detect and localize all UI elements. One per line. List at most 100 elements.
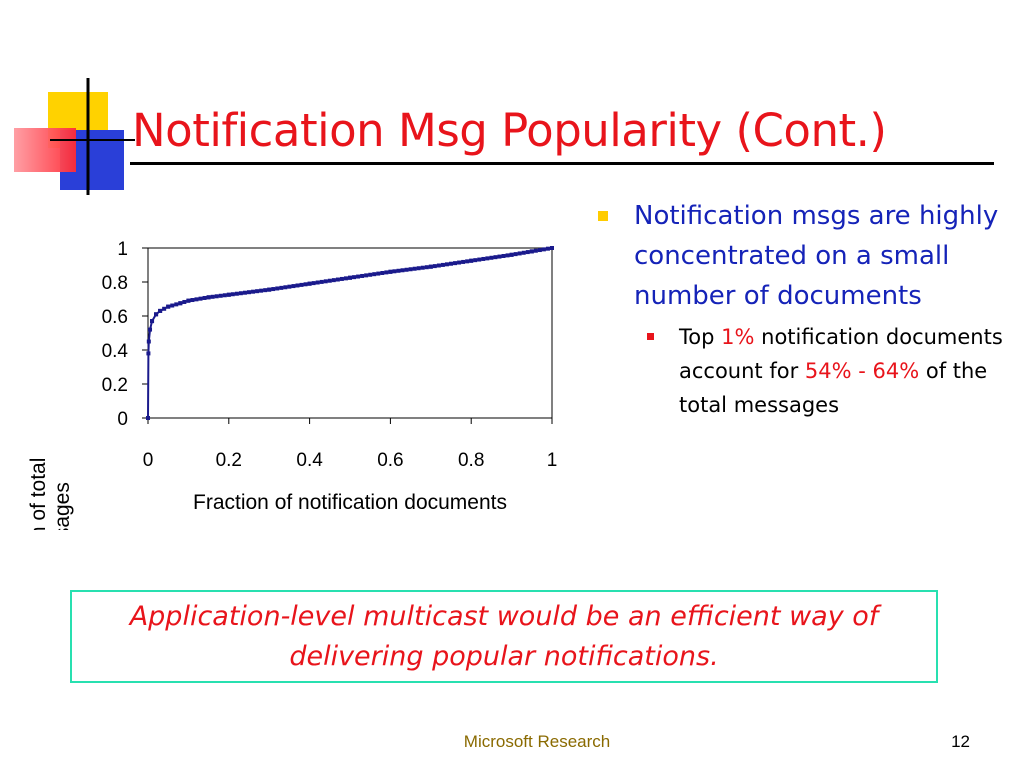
data-point	[461, 259, 466, 264]
data-point	[299, 282, 304, 287]
sub-bullet-text-3: of the total messages	[679, 359, 988, 417]
bullet-square-icon	[598, 211, 608, 221]
data-point	[214, 294, 219, 299]
data-point	[356, 274, 361, 279]
data-point	[162, 306, 167, 311]
x-tick-label: 0.8	[458, 450, 484, 471]
data-point	[307, 281, 312, 286]
bullet-main: Notification msgs are highly concentrate…	[596, 196, 1016, 316]
y-tick-label: 0	[117, 409, 128, 430]
title-decoration	[14, 78, 135, 195]
data-point	[388, 269, 393, 274]
data-point	[469, 258, 474, 263]
data-point	[311, 281, 316, 286]
x-tick-label: 0.2	[216, 450, 242, 471]
x-axis-label: Fraction of notification documents	[193, 491, 507, 514]
data-point	[238, 291, 243, 296]
cdf-chart: Fraction of total messages 0 0.2 0.4 0.6 0.8…	[27, 239, 557, 530]
data-point	[497, 254, 502, 259]
data-point	[368, 272, 373, 277]
data-point	[251, 289, 256, 294]
y-tick-label: 0.4	[102, 341, 129, 362]
data-point	[291, 284, 296, 289]
data-point	[186, 298, 191, 303]
data-point	[529, 249, 534, 254]
data-point	[408, 267, 413, 272]
data-point	[182, 299, 187, 304]
data-point	[521, 250, 526, 255]
data-point	[146, 351, 151, 356]
x-tick-label: 0.6	[377, 450, 403, 471]
data-point	[501, 253, 506, 258]
data-point	[384, 270, 389, 275]
footer-organization: Microsoft Research	[463, 732, 611, 751]
data-point	[206, 295, 211, 300]
data-point	[376, 271, 381, 276]
data-point	[303, 282, 308, 287]
series-line	[147, 247, 553, 419]
x-tick-label: 0.4	[296, 450, 323, 471]
data-point	[343, 276, 348, 281]
data-point	[396, 268, 401, 273]
data-point	[146, 416, 150, 420]
y-tick-label: 0.2	[102, 375, 128, 396]
data-point	[178, 301, 183, 306]
conclusion-box: Application-level multicast would be an …	[70, 590, 938, 683]
data-point	[267, 287, 272, 292]
y-tick-label: 1	[117, 239, 128, 260]
data-point	[348, 275, 352, 280]
data-point	[242, 290, 247, 295]
data-point	[380, 270, 385, 275]
data-point	[352, 275, 357, 280]
plot-area-frame	[147, 247, 553, 419]
y-tick-label: 0.8	[102, 273, 128, 294]
data-point	[150, 319, 155, 324]
data-point	[360, 273, 365, 278]
data-point	[372, 272, 377, 277]
data-point	[457, 260, 462, 265]
data-point	[323, 279, 328, 284]
data-point	[335, 277, 340, 282]
data-point	[259, 288, 264, 293]
data-point	[166, 304, 171, 309]
data-point	[255, 289, 260, 294]
data-point	[275, 286, 280, 291]
data-point	[247, 290, 251, 295]
data-point	[428, 264, 433, 269]
data-point	[473, 258, 478, 263]
page-number: 12	[951, 732, 970, 751]
data-point	[513, 252, 518, 257]
data-point	[493, 255, 498, 260]
data-point	[234, 291, 239, 296]
data-point	[545, 246, 550, 251]
data-point	[315, 280, 320, 285]
data-point	[283, 285, 288, 290]
data-point	[210, 294, 215, 299]
x-tick-label: 0	[143, 450, 154, 471]
data-point	[202, 295, 207, 300]
data-point	[432, 264, 437, 269]
data-point	[154, 312, 159, 317]
data-point	[287, 284, 292, 289]
sub-bullet-text-1: Top	[679, 325, 722, 349]
data-point	[295, 283, 300, 288]
y-axis-label-line-2: messages	[51, 482, 74, 530]
data-point	[481, 256, 486, 261]
data-point	[319, 279, 324, 284]
bullet-sub: Top 1% notification documents account fo…	[634, 320, 1016, 422]
bullet-main-text: Notification msgs are highly concentrate…	[634, 201, 999, 311]
data-point	[158, 308, 163, 313]
title-underline	[130, 162, 994, 165]
data-point	[170, 303, 175, 308]
data-point	[148, 327, 153, 332]
data-point	[327, 278, 332, 283]
data-point	[174, 302, 179, 307]
y-axis-label-line-1: Fraction of total	[27, 458, 50, 530]
data-point	[222, 293, 227, 298]
data-point	[416, 266, 421, 271]
data-point	[424, 265, 429, 270]
sub-bullet-highlight-1: 1%	[721, 325, 755, 349]
data-point	[392, 269, 397, 274]
data-point	[226, 292, 231, 297]
data-point	[412, 266, 417, 271]
